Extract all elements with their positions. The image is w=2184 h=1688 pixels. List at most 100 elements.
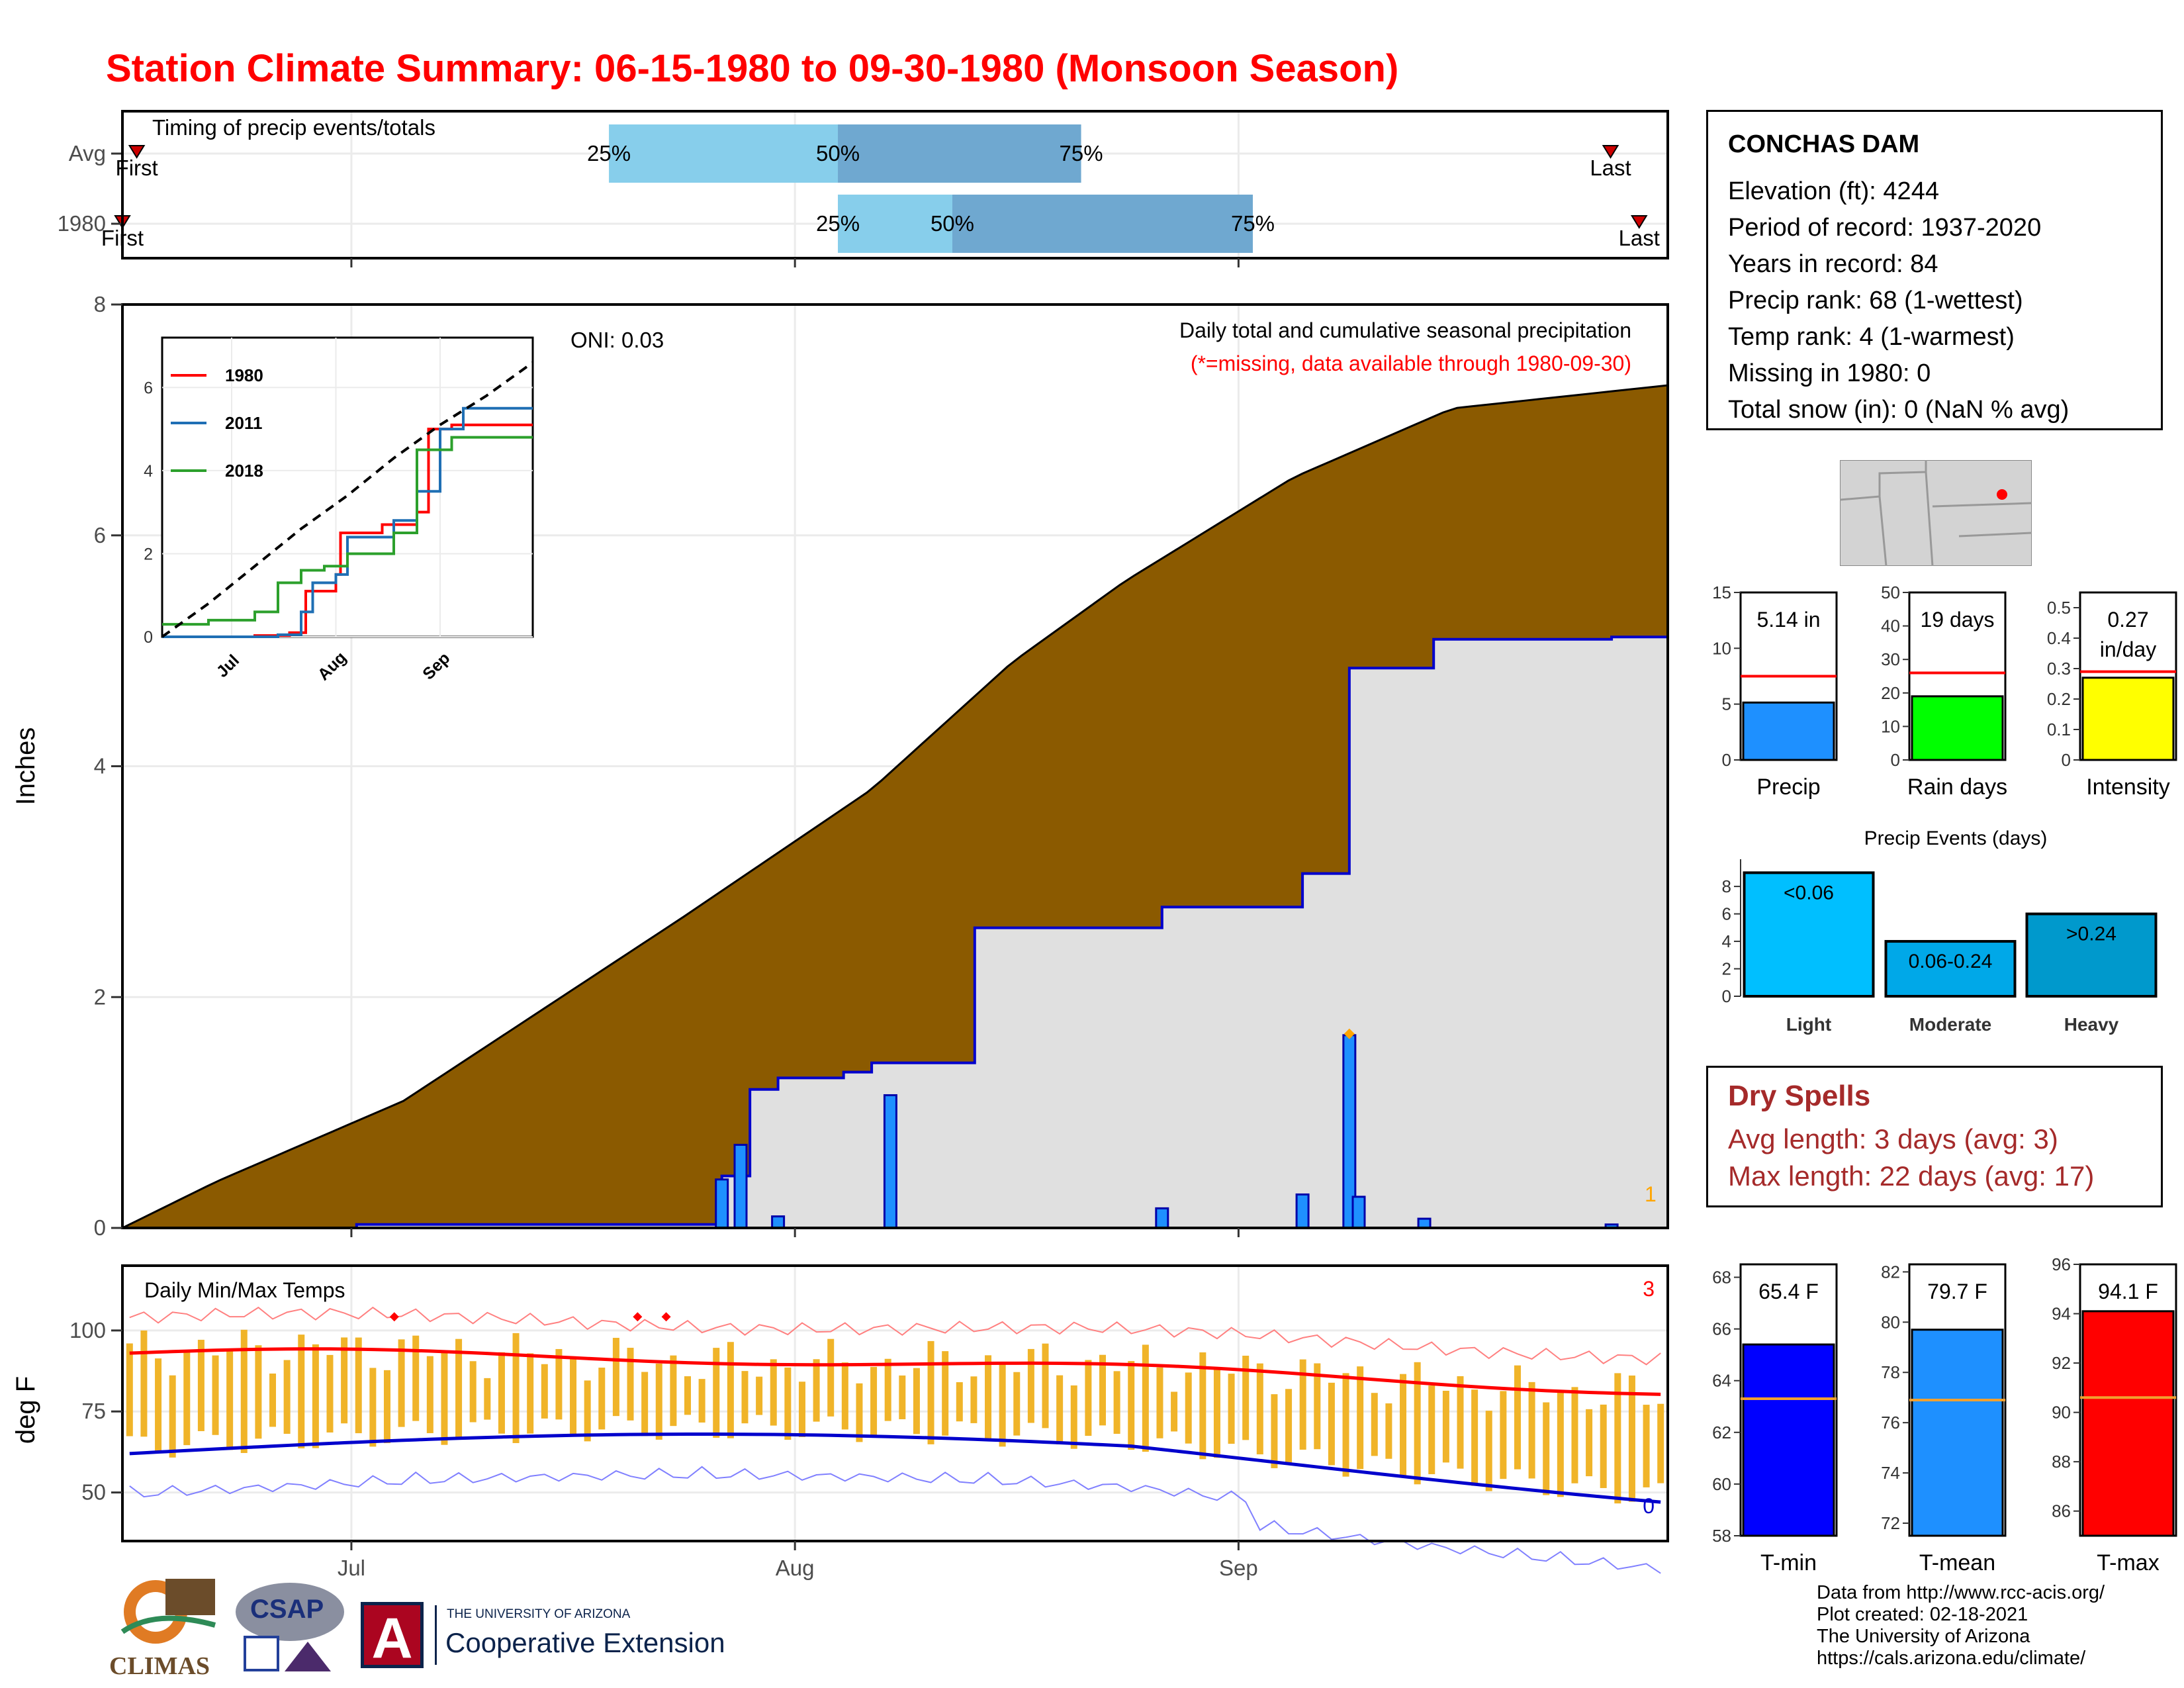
inset-y-tick-label: 6 xyxy=(144,379,153,397)
daily-temp-bar xyxy=(1256,1363,1263,1455)
dry-spells-box: Dry Spells Avg length: 3 days (avg: 3) M… xyxy=(1706,1066,2163,1207)
precip-y-tick-label: 2 xyxy=(94,984,106,1009)
events-y-tick-label: 0 xyxy=(1722,986,1731,1006)
avg-tmax-line xyxy=(129,1347,1661,1396)
panel-y-tick-label: 0 xyxy=(1722,750,1731,770)
inset-y-tick-label: 4 xyxy=(144,462,153,481)
climas-logo-text: CLIMAS xyxy=(109,1652,210,1680)
panel-y-tick-label: 0.3 xyxy=(2047,659,2071,679)
daily-temp-bar xyxy=(870,1366,878,1436)
event-category-label: Light xyxy=(1786,1014,1831,1035)
station-elevation: Elevation (ft): 4244 xyxy=(1728,177,1939,205)
footer-url: https://cals.arizona.edu/climate/ xyxy=(1817,1648,2086,1669)
panel-y-tick-label: 92 xyxy=(2052,1353,2071,1373)
record-day-marker xyxy=(1343,1028,1355,1039)
panel-y-tick-label: 96 xyxy=(2052,1254,2071,1274)
precip-y-tick-label: 6 xyxy=(94,523,106,547)
temp-y-tick-label: 75 xyxy=(81,1399,106,1423)
daily-temp-bar xyxy=(1342,1373,1349,1477)
daily-temp-bar xyxy=(927,1340,934,1444)
daily-temp-bar xyxy=(1242,1356,1250,1440)
daily-temp-bar xyxy=(1357,1366,1364,1470)
daily-temp-bar xyxy=(756,1376,763,1415)
station-info-box: CONCHAS DAM Elevation (ft): 4244 Period … xyxy=(1706,110,2163,430)
station-precip-rank: Precip rank: 68 (1-wettest) xyxy=(1728,287,2023,314)
panel-value-label: 5.14 in xyxy=(1756,608,1820,632)
panel-y-tick-label: 88 xyxy=(2052,1452,2071,1472)
daily-temp-bar xyxy=(169,1375,176,1458)
precip-y-axis-label: Inches xyxy=(11,727,40,806)
daily-temp-bar xyxy=(1442,1390,1449,1463)
daily-temp-bar xyxy=(197,1339,205,1431)
temp-y-tick-label: 100 xyxy=(69,1318,106,1342)
panel-y-tick-label: 10 xyxy=(1712,638,1731,658)
daily-temp-bar xyxy=(283,1360,291,1434)
daily-temp-bar xyxy=(298,1335,305,1448)
daily-temp-bar xyxy=(1299,1359,1306,1450)
station-map xyxy=(1840,460,2032,566)
timing-title: Timing of precip events/totals xyxy=(152,115,435,140)
daily-precip-bar xyxy=(1295,1193,1310,1229)
inset-series-2018 xyxy=(162,436,533,626)
panel-y-tick-label: 50 xyxy=(1881,583,1900,602)
timing-bar-upper xyxy=(838,124,1081,183)
daily-temp-bar xyxy=(1643,1405,1650,1487)
daily-temp-bar xyxy=(1085,1360,1092,1436)
daily-temp-bar xyxy=(770,1359,777,1426)
daily-temp-bar xyxy=(1628,1375,1635,1502)
ua-logo-extension: Cooperative Extension xyxy=(445,1627,725,1658)
daily-temp-bar xyxy=(1614,1373,1621,1504)
daily-temp-bar xyxy=(1385,1403,1392,1459)
timing-pct-label: 25% xyxy=(587,141,631,165)
inset-legend-label: 1980 xyxy=(225,365,263,385)
daily-temp-bar xyxy=(1199,1352,1206,1460)
timing-row-label: Avg xyxy=(69,141,106,165)
panel-value-label: 94.1 F xyxy=(2098,1280,2158,1303)
panel-y-tick-label: 86 xyxy=(2052,1501,2071,1521)
dry-spells-heading: Dry Spells xyxy=(1728,1080,1871,1112)
daily-temp-bar xyxy=(813,1359,820,1422)
panel-y-tick-label: 5 xyxy=(1722,694,1731,714)
daily-temp-bar xyxy=(684,1376,692,1415)
daily-precip-bar xyxy=(1417,1217,1432,1229)
record-low-count: 0 xyxy=(1643,1494,1655,1518)
precip-annotation-title: Daily total and cumulative seasonal prec… xyxy=(1179,318,1631,342)
daily-temp-bar xyxy=(269,1373,277,1427)
timing-pct-label: 50% xyxy=(931,211,974,236)
precip-y-tick-label: 4 xyxy=(94,754,106,778)
daily-temp-bar xyxy=(383,1370,390,1444)
timing-pct-label: 50% xyxy=(816,141,860,165)
daily-temp-bar xyxy=(741,1371,749,1424)
season-totals-chart: 0 5 10 15 5.14 in Precip 0 10 20 30 40 50 19 days Rai… xyxy=(1712,583,2177,800)
climas-logo-mark xyxy=(120,1579,216,1644)
daily-temp-bar xyxy=(899,1375,906,1419)
panel-y-tick-label: 40 xyxy=(1881,616,1900,636)
daily-temp-bar xyxy=(555,1348,563,1420)
inset-y-tick-label: 0 xyxy=(144,628,153,647)
daily-precip-bar xyxy=(883,1094,897,1229)
panel-y-tick-label: 82 xyxy=(1881,1262,1900,1282)
precip-events-chart: Precip Events (days) <0.06 Light 0.06-0.24 M… xyxy=(1722,827,2171,1035)
temp-x-tick-label: Jul xyxy=(338,1556,365,1580)
panel-value-unit: in/day xyxy=(2100,637,2156,661)
inset-legend-label: 2018 xyxy=(225,461,263,481)
station-temp-rank: Temp rank: 4 (1-warmest) xyxy=(1728,323,2015,351)
panel-y-tick-label: 76 xyxy=(1881,1413,1900,1432)
record-high-marker xyxy=(633,1312,643,1322)
footer-data-source: Data from http://www.rcc-acis.org/ xyxy=(1817,1582,2105,1603)
daily-temp-bar xyxy=(212,1355,219,1435)
daily-temp-bar xyxy=(612,1338,619,1417)
panel-y-tick-label: 68 xyxy=(1712,1268,1731,1288)
event-bar xyxy=(2025,912,2158,998)
daily-temp-bar xyxy=(1543,1402,1550,1495)
daily-temp-bar xyxy=(1171,1391,1178,1432)
daily-temp-bar xyxy=(441,1350,448,1445)
daily-temp-bar xyxy=(1400,1374,1407,1476)
temp-plot-border xyxy=(121,1264,1669,1542)
daily-temp-bar xyxy=(841,1362,848,1430)
daily-temp-bar xyxy=(698,1379,705,1423)
panel-value-label: 0.27 xyxy=(2107,608,2148,632)
event-bar-label: <0.06 xyxy=(1784,882,1834,904)
inset-avg-line xyxy=(161,361,534,638)
daily-temp-bar xyxy=(913,1368,920,1434)
